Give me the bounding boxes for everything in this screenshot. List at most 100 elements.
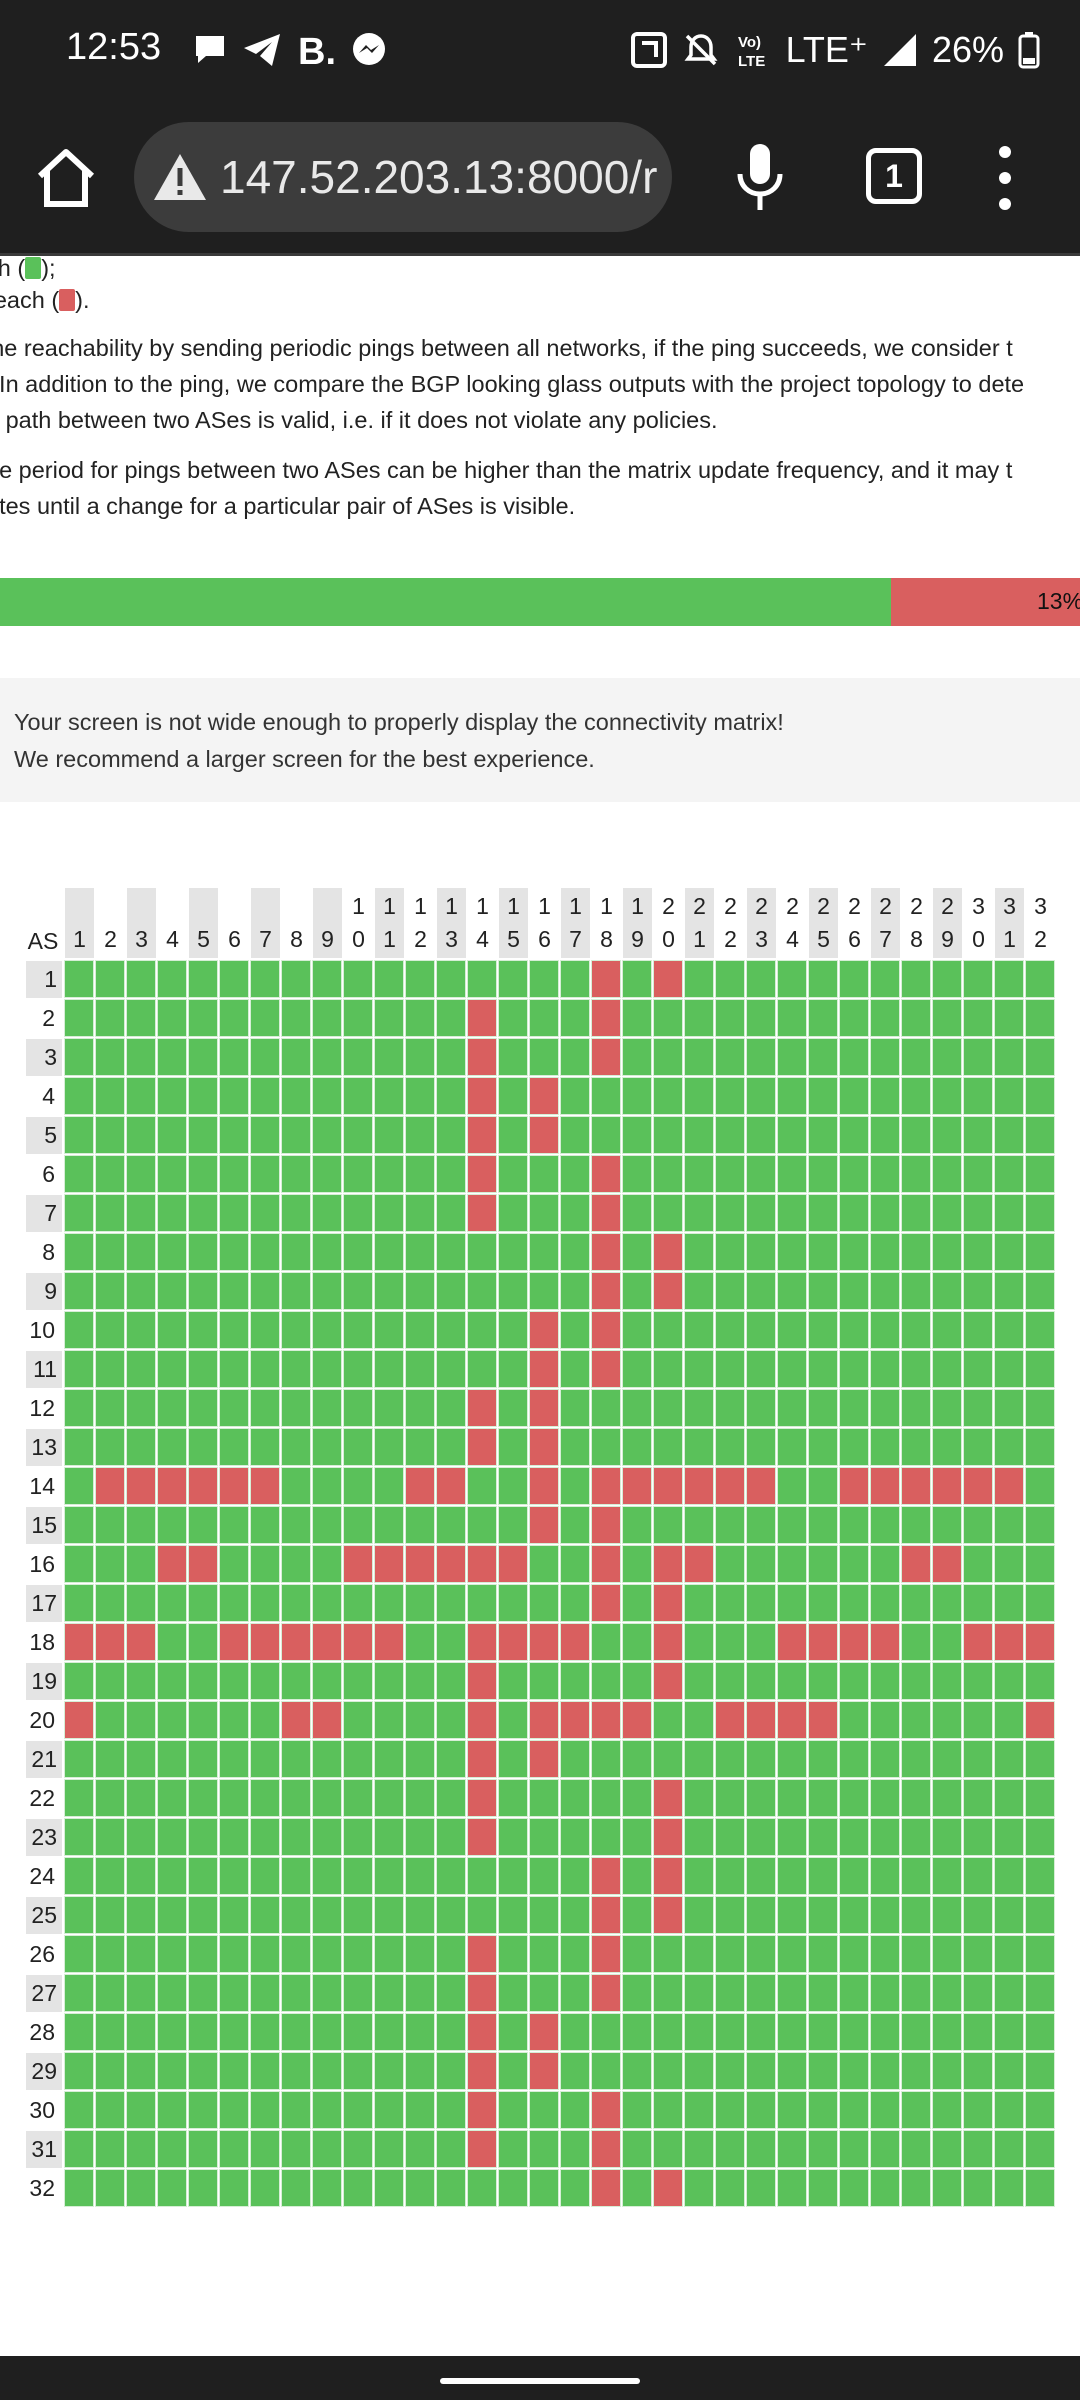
matrix-cell[interactable] bbox=[622, 2052, 652, 2090]
matrix-cell[interactable] bbox=[343, 1155, 373, 1193]
matrix-cell[interactable] bbox=[560, 960, 590, 998]
matrix-cell[interactable] bbox=[157, 1428, 187, 1466]
matrix-cell[interactable] bbox=[653, 2052, 683, 2090]
matrix-cell[interactable] bbox=[839, 1701, 869, 1739]
matrix-cell[interactable] bbox=[312, 1311, 342, 1349]
matrix-cell[interactable] bbox=[312, 999, 342, 1037]
matrix-cell[interactable] bbox=[963, 1428, 993, 1466]
matrix-cell[interactable] bbox=[95, 1428, 125, 1466]
matrix-cell[interactable] bbox=[95, 1467, 125, 1505]
matrix-cell[interactable] bbox=[405, 1428, 435, 1466]
matrix-cell[interactable] bbox=[219, 1896, 249, 1934]
matrix-cell[interactable] bbox=[560, 1857, 590, 1895]
matrix-cell[interactable] bbox=[405, 1116, 435, 1154]
matrix-cell[interactable] bbox=[622, 1662, 652, 1700]
matrix-cell[interactable] bbox=[467, 2169, 497, 2207]
matrix-cell[interactable] bbox=[839, 960, 869, 998]
matrix-cell[interactable] bbox=[95, 1077, 125, 1115]
matrix-cell[interactable] bbox=[498, 1701, 528, 1739]
matrix-cell[interactable] bbox=[64, 2169, 94, 2207]
matrix-cell[interactable] bbox=[374, 2052, 404, 2090]
matrix-cell[interactable] bbox=[1025, 1701, 1055, 1739]
matrix-cell[interactable] bbox=[746, 1233, 776, 1271]
matrix-cell[interactable] bbox=[808, 2052, 838, 2090]
matrix-cell[interactable] bbox=[343, 1662, 373, 1700]
matrix-cell[interactable] bbox=[467, 1623, 497, 1661]
matrix-cell[interactable] bbox=[126, 1779, 156, 1817]
matrix-cell[interactable] bbox=[250, 1194, 280, 1232]
matrix-cell[interactable] bbox=[684, 2169, 714, 2207]
matrix-cell[interactable] bbox=[188, 1233, 218, 1271]
matrix-cell[interactable] bbox=[994, 2169, 1024, 2207]
matrix-cell[interactable] bbox=[157, 1779, 187, 1817]
matrix-cell[interactable] bbox=[777, 1662, 807, 1700]
matrix-cell[interactable] bbox=[1025, 1038, 1055, 1076]
matrix-cell[interactable] bbox=[901, 1272, 931, 1310]
matrix-cell[interactable] bbox=[498, 2013, 528, 2051]
matrix-cell[interactable] bbox=[622, 1272, 652, 1310]
matrix-cell[interactable] bbox=[715, 1545, 745, 1583]
matrix-cell[interactable] bbox=[498, 1272, 528, 1310]
matrix-cell[interactable] bbox=[622, 2130, 652, 2168]
matrix-cell[interactable] bbox=[126, 1974, 156, 2012]
matrix-cell[interactable] bbox=[95, 1740, 125, 1778]
matrix-cell[interactable] bbox=[622, 1584, 652, 1622]
matrix-cell[interactable] bbox=[219, 1506, 249, 1544]
matrix-cell[interactable] bbox=[839, 1038, 869, 1076]
matrix-cell[interactable] bbox=[188, 1857, 218, 1895]
matrix-cell[interactable] bbox=[281, 1272, 311, 1310]
matrix-cell[interactable] bbox=[281, 1311, 311, 1349]
matrix-cell[interactable] bbox=[250, 2130, 280, 2168]
matrix-cell[interactable] bbox=[188, 1116, 218, 1154]
matrix-cell[interactable] bbox=[932, 1740, 962, 1778]
matrix-cell[interactable] bbox=[715, 1740, 745, 1778]
matrix-cell[interactable] bbox=[622, 1077, 652, 1115]
matrix-cell[interactable] bbox=[64, 1155, 94, 1193]
matrix-cell[interactable] bbox=[653, 1272, 683, 1310]
matrix-cell[interactable] bbox=[157, 1662, 187, 1700]
matrix-cell[interactable] bbox=[343, 1506, 373, 1544]
matrix-cell[interactable] bbox=[684, 1506, 714, 1544]
matrix-cell[interactable] bbox=[746, 1623, 776, 1661]
matrix-cell[interactable] bbox=[219, 1740, 249, 1778]
matrix-cell[interactable] bbox=[219, 1545, 249, 1583]
matrix-cell[interactable] bbox=[808, 1896, 838, 1934]
matrix-cell[interactable] bbox=[839, 2013, 869, 2051]
matrix-cell[interactable] bbox=[622, 1116, 652, 1154]
matrix-cell[interactable] bbox=[1025, 1818, 1055, 1856]
matrix-cell[interactable] bbox=[1025, 1311, 1055, 1349]
matrix-cell[interactable] bbox=[436, 1350, 466, 1388]
matrix-cell[interactable] bbox=[870, 1038, 900, 1076]
matrix-cell[interactable] bbox=[436, 1116, 466, 1154]
matrix-cell[interactable] bbox=[281, 1038, 311, 1076]
matrix-cell[interactable] bbox=[405, 2130, 435, 2168]
matrix-cell[interactable] bbox=[436, 1428, 466, 1466]
matrix-cell[interactable] bbox=[312, 1116, 342, 1154]
matrix-cell[interactable] bbox=[901, 1974, 931, 2012]
matrix-cell[interactable] bbox=[746, 1740, 776, 1778]
matrix-cell[interactable] bbox=[901, 1701, 931, 1739]
matrix-cell[interactable] bbox=[684, 999, 714, 1037]
matrix-cell[interactable] bbox=[95, 1272, 125, 1310]
matrix-cell[interactable] bbox=[901, 1116, 931, 1154]
matrix-cell[interactable] bbox=[622, 1818, 652, 1856]
matrix-cell[interactable] bbox=[777, 1467, 807, 1505]
matrix-cell[interactable] bbox=[808, 1623, 838, 1661]
matrix-cell[interactable] bbox=[436, 1233, 466, 1271]
matrix-cell[interactable] bbox=[529, 999, 559, 1037]
matrix-cell[interactable] bbox=[64, 2052, 94, 2090]
matrix-cell[interactable] bbox=[312, 2130, 342, 2168]
matrix-cell[interactable] bbox=[312, 1818, 342, 1856]
matrix-cell[interactable] bbox=[808, 960, 838, 998]
matrix-cell[interactable] bbox=[932, 1350, 962, 1388]
matrix-cell[interactable] bbox=[870, 1974, 900, 2012]
matrix-cell[interactable] bbox=[374, 2091, 404, 2129]
matrix-cell[interactable] bbox=[963, 1038, 993, 1076]
matrix-cell[interactable] bbox=[591, 1194, 621, 1232]
matrix-cell[interactable] bbox=[591, 1623, 621, 1661]
matrix-cell[interactable] bbox=[808, 1116, 838, 1154]
matrix-cell[interactable] bbox=[994, 1467, 1024, 1505]
matrix-cell[interactable] bbox=[1025, 1974, 1055, 2012]
matrix-cell[interactable] bbox=[312, 1077, 342, 1115]
matrix-cell[interactable] bbox=[560, 1194, 590, 1232]
